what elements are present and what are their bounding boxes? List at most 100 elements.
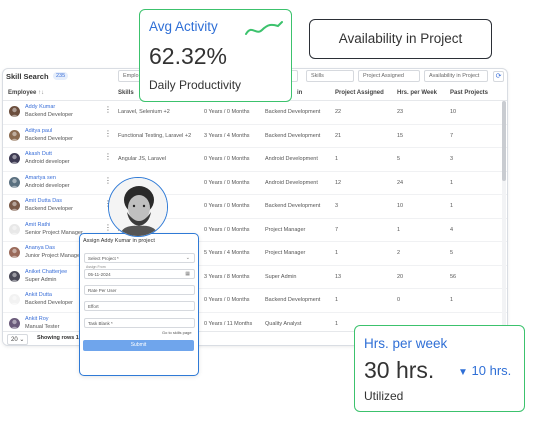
employee-name[interactable]: Aniket Chatterjee [25,268,68,275]
col-hrs-per-week[interactable]: Hrs. per Week [397,90,437,96]
skills-cell: Angular JS, Laravel [118,156,166,162]
count-badge: 235 [53,72,69,80]
experience-cell: 0 Years / 11 Months [204,320,253,327]
employee-name[interactable]: Ananya Das [25,245,55,251]
employee-role: Backend Developer [25,135,74,142]
employee-name[interactable]: Addy Kumar [25,104,56,110]
kebab-menu-icon[interactable]: ⋮ [104,152,112,161]
triangle-down-icon: ▼ [458,367,468,378]
hrs-per-week-cell: 24 [397,179,404,186]
hrs-per-week-cell: 20 [397,273,404,280]
col-skills[interactable]: Skills [118,90,134,96]
page-size-select[interactable]: 20 ⌄ [7,334,29,345]
availability-in-project-button[interactable]: Availability in Project [309,19,492,59]
table-row[interactable]: Amit Dutta Das Backend Developer ⋮ 0 Yea… [3,195,507,219]
chevron-down-icon: ⌄ [185,255,190,261]
hrs-per-week-card: Hrs. per week 30 hrs. ▼ 10 hrs. Utilized [354,325,525,412]
department-cell: Super Admin [265,273,297,280]
project-assigned-cell: 13 [335,273,342,280]
kebab-menu-icon[interactable]: ⋮ [104,222,112,232]
project-assigned-filter[interactable]: Project Assigned [358,70,420,82]
col-employee[interactable]: Employee ↑↓ [8,90,45,96]
submit-button[interactable]: Submit [83,340,194,351]
kebab-menu-icon[interactable]: ⋮ [104,105,112,114]
employee-name[interactable]: Ankit Roy [25,315,49,322]
col-department[interactable]: in [297,90,303,96]
activity-value: 62.32% [149,43,228,69]
employee-role: Backend Developer [25,112,74,118]
hours-delta: ▼ 10 hrs. [458,363,512,378]
effort-input[interactable]: Effort [84,301,195,311]
project-assigned-cell: 1 [335,320,339,327]
availability-filter[interactable]: Availability in Project [424,70,488,82]
department-cell: Backend Development [265,203,321,209]
sort-icon[interactable]: ↑↓ [38,90,45,96]
hours-value: 30 hrs. [364,357,435,383]
department-cell: Backend Development [265,297,321,303]
experience-cell: 0 Years / 0 Months [204,156,250,162]
table-body: Addy Kumar Backend Developer ⋮ Laravel, … [3,101,507,336]
department-cell: Android Development [265,156,318,162]
task-input[interactable]: Task Blank * [84,318,195,328]
hrs-per-week-cell: 0 [397,297,401,303]
project-assigned-cell: 7 [335,226,339,233]
experience-cell: 0 Years / 0 Months [204,179,250,186]
calendar-icon[interactable]: ▦ [185,271,190,277]
employee-name[interactable]: Amartya sen [25,174,56,181]
scrollbar[interactable] [502,101,506,329]
table-row[interactable]: Addy Kumar Backend Developer ⋮ Laravel, … [3,101,507,125]
col-past-projects[interactable]: Past Projects [450,90,489,96]
employee-role: Android developer [25,159,70,165]
hrs-per-week-cell: 5 [397,156,401,162]
department-cell: Project Manager [265,226,306,233]
employee-role: Manual Tester [25,323,60,330]
select-project-dropdown[interactable]: Select Project * ⌄ [84,253,195,263]
kebab-menu-icon[interactable]: ⋮ [104,128,112,138]
employee-role: Android developer [25,182,70,189]
employee-role: Senior Project Manager [25,229,83,236]
department-cell: Android Development [265,179,318,186]
assign-project-modal: Assign Addy Kumar in project Select Proj… [79,233,199,376]
employee-name[interactable]: Ankit Dutta [25,292,52,298]
hrs-per-week-cell: 10 [397,203,404,209]
employee-name[interactable]: Amit Dutta Das [25,198,62,204]
skill-search-card: Skill Search 235 Emplo Skills Project As… [2,68,508,346]
assign-from-label: Assign From [86,265,106,269]
table-row[interactable]: Amartya sen Android developer ⋮ 0 Years … [3,172,507,195]
col-project-assigned[interactable]: Project Assigned [335,90,384,96]
project-assigned-cell: 12 [335,179,342,186]
experience-cell: 0 Years / 0 Months [204,226,250,233]
skills-cell: Functional Testing, Laravel +2 [118,132,192,139]
table-row[interactable]: Akash Dutt Android developer ⋮ Angular J… [3,148,507,172]
rate-per-user-input[interactable]: Rate Per User [84,285,195,295]
scrollbar-thumb[interactable] [502,101,506,181]
employee-role: Junior Project Manager [25,253,82,259]
employee-role: Super Admin [25,276,57,283]
project-assigned-cell: 1 [335,250,339,256]
past-projects-cell: 10 [450,109,457,115]
project-assigned-cell: 21 [335,132,342,139]
trend-icon [245,21,283,35]
avatar [9,223,20,235]
avatar [9,106,20,117]
past-projects-cell: 1 [450,203,454,209]
refresh-icon[interactable]: ⟳ [493,71,504,82]
past-projects-cell: 1 [450,179,454,186]
skills-cell: Laravel, Selenium +2 [118,109,170,115]
employee-role: Backend Developer [25,206,74,212]
past-projects-cell: 3 [450,156,454,162]
table-row[interactable]: Aditya paul Backend Developer ⋮ Function… [3,125,507,148]
experience-cell: 0 Years / 0 Months [204,297,250,303]
skills-filter[interactable]: Skills [306,70,354,82]
showing-rows: Showing rows 1 t [37,335,83,341]
employee-name[interactable]: Amit Rathi [25,221,51,228]
kebab-menu-icon[interactable]: ⋮ [104,175,112,185]
avatar [9,176,20,188]
employee-name[interactable]: Aditya paul [25,127,53,134]
person-portrait-icon [109,178,167,236]
employee-name[interactable]: Akash Dutt [25,151,52,157]
skills-page-link[interactable]: Go to skills page [162,330,192,335]
activity-title: Avg Activity [149,19,218,34]
assign-from-date[interactable]: 05-11-2024 ▦ [84,269,195,279]
hrs-per-week-cell: 1 [397,226,401,233]
